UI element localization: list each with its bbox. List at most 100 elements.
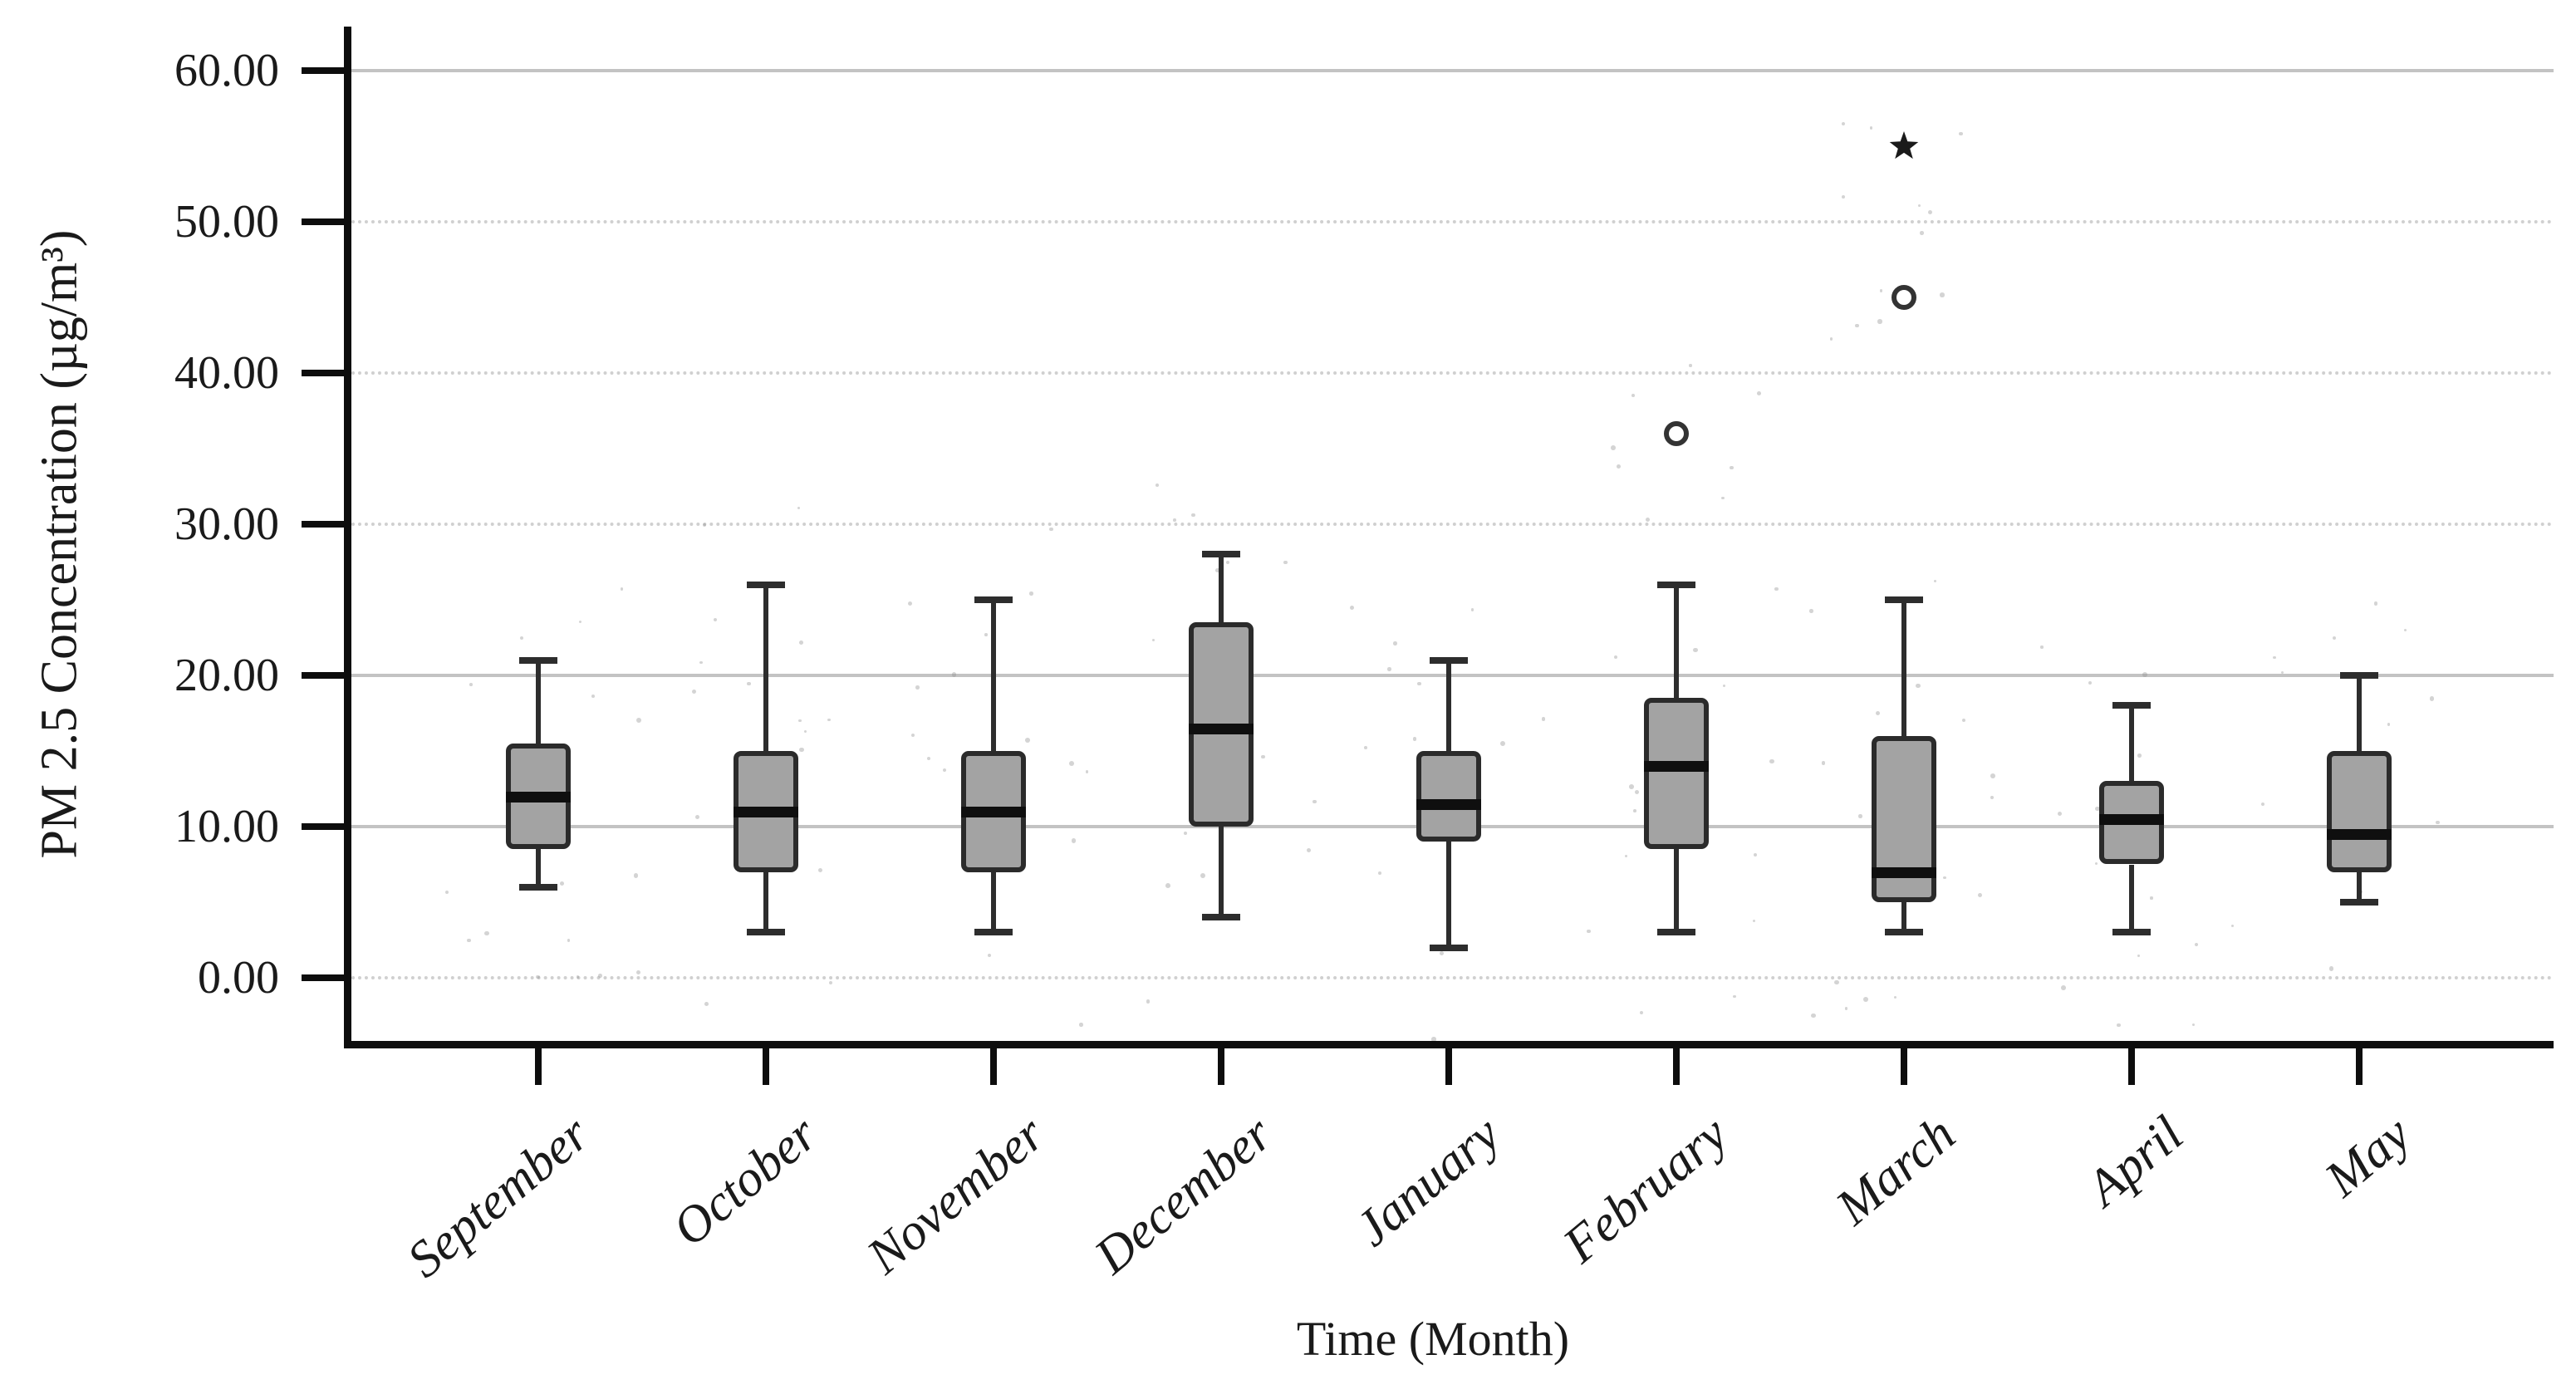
x-axis-title: Time (Month) (1296, 1312, 1570, 1366)
noise-speck (1629, 783, 1635, 789)
noise-speck (694, 814, 700, 820)
whisker-cap-min-february (1657, 929, 1695, 936)
x-axis-tick-december (1218, 1048, 1224, 1085)
noise-speck (927, 756, 931, 760)
noise-speck (1155, 483, 1159, 488)
gridline-50 (351, 220, 2554, 223)
noise-speck (1916, 684, 1921, 689)
x-category-label-text: December (1084, 1105, 1283, 1285)
noise-speck (1173, 518, 1176, 522)
x-axis-tick-march (1901, 1048, 1907, 1085)
noise-speck (620, 587, 623, 591)
gridline-0 (351, 976, 2554, 979)
y-tick-label-20: 20.00 (174, 650, 279, 701)
noise-speck (2040, 645, 2044, 649)
noise-speck (2373, 601, 2378, 606)
noise-speck (747, 681, 751, 685)
iqr-box-february (1644, 698, 1709, 850)
noise-speck (2095, 806, 2101, 812)
y-axis-tick-30 (302, 521, 344, 528)
whisker-cap-max-february (1657, 581, 1695, 588)
y-tick-label-50: 50.00 (174, 196, 279, 248)
noise-speck (829, 980, 833, 984)
noise-speck (1610, 445, 1616, 451)
noise-speck (1977, 892, 1982, 897)
noise-speck (1378, 871, 1382, 875)
y-axis-tick-60 (302, 67, 344, 74)
noise-speck (1393, 641, 1397, 645)
noise-speck (1940, 292, 1945, 297)
noise-speck (798, 719, 802, 723)
noise-speck (519, 636, 523, 641)
noise-speck (2328, 966, 2334, 971)
noise-speck (2117, 1023, 2122, 1028)
noise-speck (1613, 655, 1617, 659)
noise-speck (1756, 391, 1761, 395)
median-line-april (2099, 813, 2164, 825)
median-line-may (2327, 829, 2392, 841)
whisker-cap-max-december (1202, 551, 1240, 558)
noise-speck (1877, 319, 1882, 324)
median-line-september (506, 791, 571, 803)
noise-speck (2272, 655, 2276, 660)
noise-speck (1858, 814, 1862, 818)
noise-speck (2387, 723, 2391, 726)
outlier-circle-march-45 (1892, 285, 1916, 310)
noise-speck (803, 729, 807, 734)
noise-speck (1855, 323, 1860, 328)
noise-speck (1363, 746, 1367, 750)
x-category-label-text: November (856, 1105, 1056, 1285)
noise-speck (987, 953, 992, 958)
noise-speck (1283, 560, 1288, 565)
gridline-60 (351, 69, 2554, 72)
median-line-january (1416, 798, 1481, 810)
noise-speck (798, 641, 803, 645)
noise-speck (1025, 738, 1031, 743)
noise-speck (704, 1002, 709, 1006)
noise-speck (1416, 681, 1421, 686)
x-category-label-text: March (1825, 1105, 1966, 1236)
noise-speck (1829, 337, 1833, 341)
y-tick-label-0: 0.00 (198, 952, 279, 1004)
whisker-cap-max-april (2112, 702, 2151, 709)
noise-speck (1844, 1007, 1847, 1010)
noise-speck (1943, 876, 1946, 880)
noise-speck (1349, 605, 1354, 611)
outlier-circle-february-36 (1664, 420, 1689, 446)
noise-speck (1306, 847, 1311, 852)
noise-speck (1841, 194, 1845, 199)
noise-speck (1542, 717, 1546, 721)
whisker-cap-min-october (747, 929, 785, 936)
noise-speck (1079, 1023, 1083, 1027)
whisker-cap-min-september (519, 883, 557, 891)
lower-whisker-march (1901, 902, 1906, 933)
whisker-cap-min-december (1202, 914, 1240, 921)
noise-speck (2088, 681, 2093, 685)
x-category-label-text: February (1553, 1105, 1739, 1274)
noise-speck (1869, 126, 1873, 130)
noise-speck (1769, 758, 1774, 763)
median-line-december (1189, 723, 1254, 734)
noise-speck (1226, 561, 1230, 565)
median-line-march (1872, 866, 1936, 878)
noise-speck (1917, 204, 1921, 208)
whisker-cap-min-may (2340, 899, 2378, 906)
upper-whisker-april (2129, 705, 2134, 782)
noise-speck (943, 768, 947, 773)
noise-speck (2142, 672, 2147, 677)
noise-speck (2260, 802, 2265, 807)
noise-speck (1068, 761, 1074, 766)
outlier-star-march-55 (1889, 131, 1919, 160)
noise-speck (797, 506, 800, 509)
noise-speck (2137, 753, 2142, 758)
x-axis-tick-january (1445, 1048, 1452, 1085)
noise-speck (2137, 954, 2141, 958)
noise-speck (1071, 838, 1077, 843)
noise-speck (1933, 580, 1937, 583)
y-axis-tick-50 (302, 218, 344, 225)
x-axis-tick-may (2356, 1048, 2363, 1085)
upper-whisker-january (1446, 660, 1451, 751)
noise-speck (2429, 696, 2435, 701)
whisker-cap-max-october (747, 581, 785, 588)
